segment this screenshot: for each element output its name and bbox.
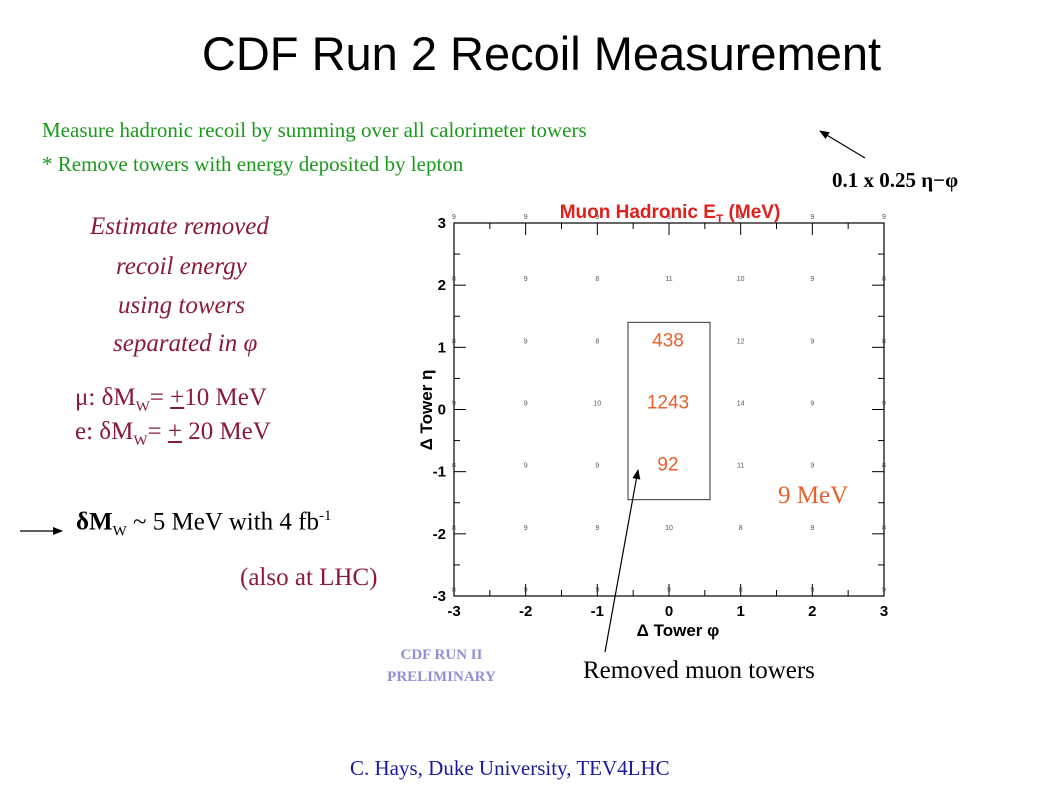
cell-value: 9 (667, 587, 671, 594)
cell-value: 8 (452, 587, 456, 594)
cell-value: 9 (810, 338, 814, 345)
removed-cell-value: 1243 (647, 393, 689, 414)
slide-title: CDF Run 2 Recoil Measurement (201, 27, 882, 80)
removed-towers-box (627, 321, 711, 501)
cell-value: 11 (665, 276, 672, 283)
cell-value: 9 (810, 214, 814, 221)
electron-uncertainty: e: δMW= + 20 MeV (75, 418, 271, 449)
cell-value: 9 (810, 401, 814, 408)
y-axis-label: Δ Tower η (417, 370, 436, 451)
cell-value: 9 (595, 587, 599, 594)
cell-value: 9 (595, 525, 599, 532)
cell-value: 8 (739, 525, 743, 532)
removed-cell-value: 92 (657, 455, 678, 476)
cell-value: 8 (452, 276, 456, 283)
cell-value: 9 (810, 525, 814, 532)
cell-value: 9 (882, 401, 886, 408)
x-tick-label: 3 (880, 603, 888, 620)
x-tick-label: -1 (591, 603, 604, 620)
cell-value: 9 (810, 463, 814, 470)
cell-value: 10 (737, 276, 745, 283)
cell-value: 10 (665, 525, 673, 532)
cell-value: 8 (595, 338, 599, 345)
cell-value: 9 (524, 276, 528, 283)
cell-value: 8 (882, 463, 886, 470)
y-tick-label: 0 (438, 402, 446, 419)
y-tick-label: 2 (438, 277, 446, 294)
cell-value: 9 (882, 587, 886, 594)
footer-credit: C. Hays, Duke University, TEV4LHC (350, 756, 670, 780)
cell-value: 8 (595, 276, 599, 283)
cell-value: 9 (524, 214, 528, 221)
cell-value: 8 (739, 587, 743, 594)
removed-towers-arrow (604, 469, 641, 653)
cell-value: 9 (524, 463, 528, 470)
cell-value: 11 (737, 463, 744, 470)
x-tick-label: 0 (665, 603, 673, 620)
y-tick-label: -1 (433, 464, 446, 481)
removed-towers-label: Removed muon towers (583, 657, 815, 684)
cell-value: 9 (452, 214, 456, 221)
preliminary-label: CDF RUN II PRELIMINARY (387, 647, 496, 685)
muon-towers-sum: 9 MeV (778, 482, 849, 509)
cell-value: 9 (810, 587, 814, 594)
cell-value: 14 (737, 401, 745, 408)
estimate-line-1: Estimate removed (90, 213, 269, 240)
cell-value: 8 (882, 525, 886, 532)
y-tick-label: -2 (433, 526, 446, 543)
cell-value: 10 (593, 401, 601, 408)
cell-value: 9 (595, 214, 599, 221)
cell-value: 8 (452, 463, 456, 470)
lhc-note: (also at LHC) (240, 564, 378, 591)
cell-value: 9 (524, 525, 528, 532)
y-tick-label: 3 (438, 215, 446, 232)
cell-value: 9 (452, 401, 456, 408)
tower-size-arrow (819, 130, 866, 159)
cell-value: 9 (524, 587, 528, 594)
y-tick-label: 1 (438, 339, 446, 356)
cell-value: 9 (524, 338, 528, 345)
x-tick-label: 1 (736, 603, 744, 620)
y-tick-label: -3 (433, 588, 446, 605)
estimate-line-4: separated in φ (113, 330, 258, 357)
cell-value: 8 (452, 338, 456, 345)
cell-value: 8 (882, 338, 886, 345)
chart-title: Muon Hadronic ET (MeV) (560, 202, 781, 226)
cell-value: 8 (739, 214, 743, 221)
cell-value: 9 (882, 214, 886, 221)
x-tick-label: -2 (519, 603, 532, 620)
x-tick-label: 2 (808, 603, 816, 620)
cell-value: 9 (595, 463, 599, 470)
estimate-line-3: using towers (118, 292, 246, 319)
intro-line-2: * Remove towers with energy deposited by… (42, 152, 464, 176)
cell-value: 12 (737, 338, 745, 345)
x-axis-label: Δ Tower φ (637, 621, 720, 640)
cell-value: 9 (524, 401, 528, 408)
cell-value: 8 (882, 276, 886, 283)
cell-value: 9 (667, 214, 671, 221)
tower-size-label: 0.1 x 0.25 η−φ (832, 168, 959, 192)
removed-cell-value: 438 (652, 330, 684, 351)
estimate-line-2: recoil energy (116, 253, 247, 280)
x-tick-label: -3 (447, 603, 460, 620)
cell-value: 8 (452, 525, 456, 532)
intro-line-1: Measure hadronic recoil by summing over … (42, 118, 587, 142)
muon-uncertainty: μ: δMW= +10 MeV (75, 384, 267, 415)
cell-value: 9 (810, 276, 814, 283)
projected-uncertainty: δMW ~ 5 MeV with 4 fb-1 (76, 508, 332, 540)
